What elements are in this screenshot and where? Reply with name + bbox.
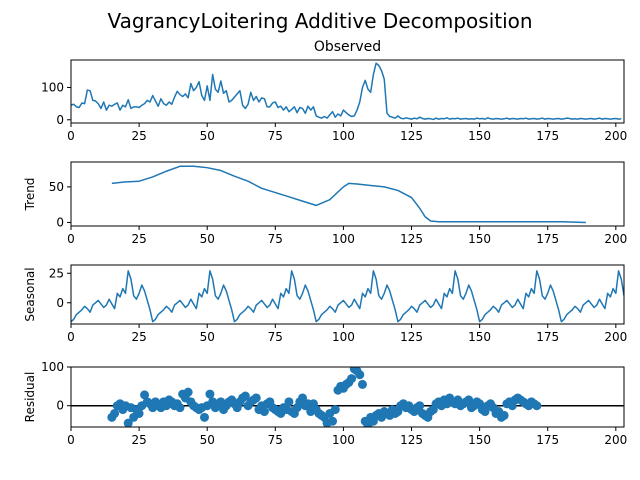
x-tick-label: 175 [536,232,559,246]
panel-title: Observed [314,39,381,55]
residual-point [259,407,269,417]
residual-series [107,367,542,427]
x-tick-label: 150 [468,433,491,447]
x-tick-label: 125 [400,232,423,246]
y-tick-label: 100 [41,80,64,94]
residual-point [298,393,308,403]
residual-point [532,401,542,411]
y-tick-label: 0 [56,296,64,310]
x-tick-label: 0 [67,433,75,447]
residual-point [464,395,474,405]
x-tick-label: 50 [200,330,215,344]
residual-point [175,403,185,413]
seasonal-series [71,270,624,323]
axes-frame [70,366,625,428]
y-tick-label: 100 [41,360,64,374]
residual-point [251,393,261,403]
residual-point [357,379,367,389]
x-tick-label: 175 [536,330,559,344]
x-tick-label: 0 [67,330,75,344]
x-tick-label: 200 [604,433,627,447]
residual-point [183,387,193,397]
residual-point [240,391,250,401]
residual-point [415,401,425,411]
x-tick-label: 200 [604,129,627,143]
axes-frame [70,59,625,124]
figure-title: VagrancyLoitering Additive Decomposition [107,9,532,33]
residual-point [140,390,150,400]
x-tick-label: 50 [200,433,215,447]
observed-series [71,62,622,121]
residual-point [328,416,338,426]
x-tick-label: 100 [332,433,355,447]
x-tick-label: 100 [332,129,355,143]
panel-seasonal: 0 25 50 75 100 125 150 175 200 0 25 Seasonal [23,264,627,344]
y-tick-label: 0 [56,113,64,127]
residual-point [347,374,357,384]
x-tick-label: 125 [400,433,423,447]
x-tick-label: 150 [468,232,491,246]
x-tick-label: 150 [468,129,491,143]
axes-frame [70,161,625,227]
residual-point [205,389,215,399]
y-tick-label: 0 [56,399,64,413]
residual-point [499,410,509,420]
x-tick-label: 125 [400,330,423,344]
x-tick-label: 200 [604,330,627,344]
residual-point [134,408,144,418]
y-tick-label: 0 [56,215,64,229]
x-tick-label: 75 [268,129,283,143]
x-tick-label: 50 [200,129,215,143]
residual-point [284,397,294,407]
trend-line [111,165,586,224]
x-tick-label: 75 [268,232,283,246]
panel-observed: 0 25 50 75 100 125 150 175 200 0 100 Observed [41,39,627,143]
residual-point [110,408,120,418]
y-tick-label: 50 [49,180,64,194]
residual-point [355,370,365,380]
y-tick-label: 25 [49,266,64,280]
x-tick-label: 125 [400,129,423,143]
seasonal-line [71,270,624,323]
y-axis-label: Seasonal [23,267,37,321]
panel-trend: 0 25 50 75 100 125 150 175 200 0 50 Trend [23,161,627,246]
x-tick-label: 150 [468,330,491,344]
panel-residual: 0 25 50 75 100 125 150 175 200 0 100 Residual [23,360,627,447]
observed-line [71,62,622,121]
x-tick-label: 25 [131,433,146,447]
x-tick-label: 25 [131,330,146,344]
trend-series [111,165,586,224]
y-axis-label: Trend [23,178,37,212]
x-tick-label: 0 [67,232,75,246]
x-tick-label: 75 [268,433,283,447]
x-tick-label: 50 [200,232,215,246]
x-tick-label: 75 [268,330,283,344]
x-tick-label: 175 [536,129,559,143]
x-tick-label: 25 [131,129,146,143]
residual-point [199,412,209,422]
x-tick-label: 100 [332,330,355,344]
axes-frame [70,264,625,325]
chart-panels: 0 25 50 75 100 125 150 175 200 0 100 Observed 0 25 50 7… [23,39,627,447]
residual-point [123,418,133,427]
x-tick-label: 25 [131,232,146,246]
x-tick-label: 0 [67,129,75,143]
y-axis-label: Residual [23,372,37,423]
x-tick-label: 175 [536,433,559,447]
residual-point [330,405,340,415]
x-tick-label: 100 [332,232,355,246]
x-tick-label: 200 [604,232,627,246]
